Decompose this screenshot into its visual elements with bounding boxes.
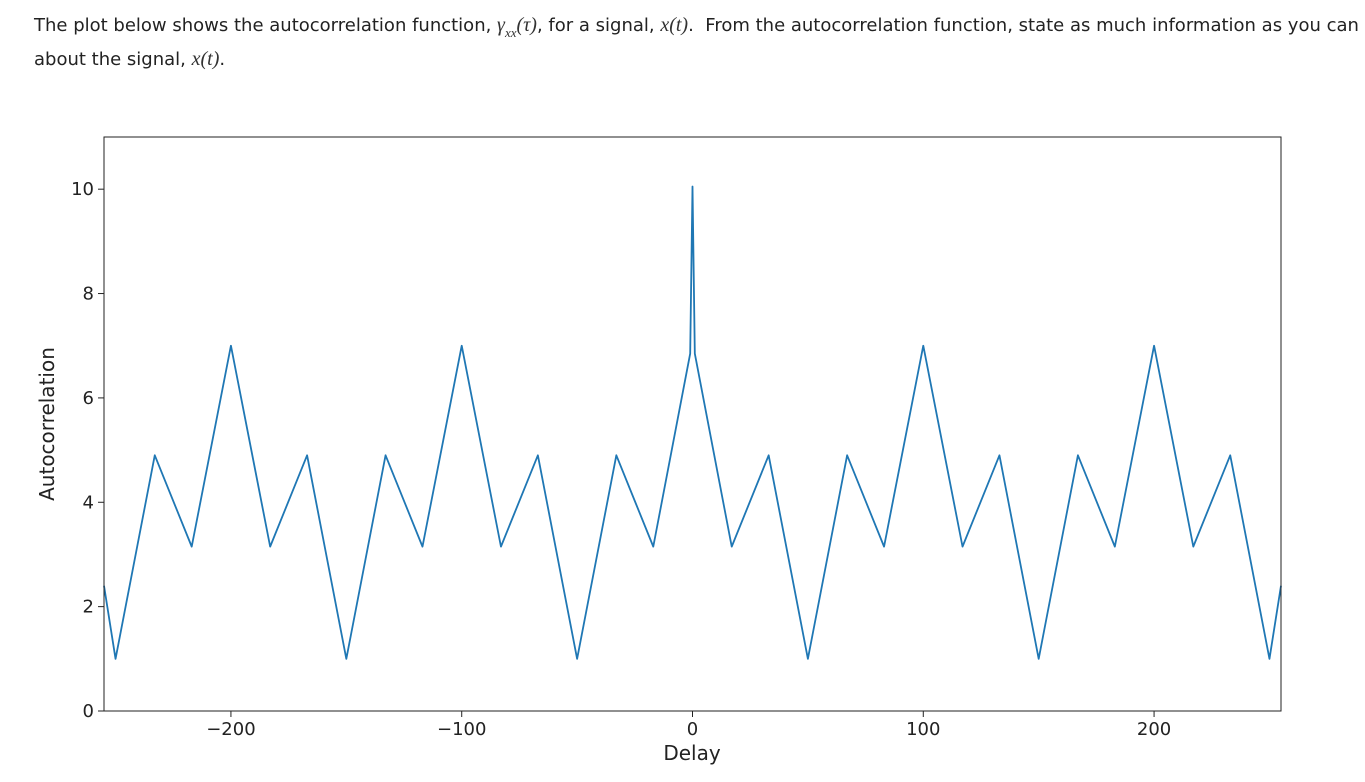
text: From the autocorrelation function, state… [705, 15, 1359, 36]
question-line: The plot below shows the autocorrelation… [34, 14, 1359, 41]
x-tick-label: −200 [206, 719, 255, 740]
text: . [688, 15, 694, 36]
y-tick-label: 2 [83, 597, 94, 618]
math: x(t) [191, 48, 220, 70]
x-tick-label: 200 [1137, 719, 1171, 740]
math: (τ) [516, 14, 537, 36]
text: , for a signal, [536, 15, 661, 36]
text: . [219, 49, 226, 70]
data-line [103, 185, 1282, 660]
question-line: about the signal, x(t). [34, 48, 225, 71]
y-axis-label: Autocorrelation [35, 347, 59, 501]
y-tick-label: 4 [83, 492, 94, 513]
y-tick-label: 6 [83, 388, 94, 409]
text: The plot below shows the autocorrelation… [34, 15, 498, 36]
y-tick-label: 0 [83, 701, 94, 722]
math-subscript: xx [504, 25, 517, 40]
text: about the signal, [34, 49, 192, 70]
math: γ [497, 14, 505, 36]
y-tick-label: 8 [83, 284, 94, 305]
y-tick-label: 10 [71, 179, 94, 200]
x-tick-label: 0 [687, 719, 698, 740]
x-tick-label: −100 [437, 719, 486, 740]
math: x(t) [660, 14, 689, 36]
x-tick-label: 100 [906, 719, 940, 740]
plot-frame [103, 136, 1282, 712]
x-axis-label: Delay [663, 741, 721, 765]
